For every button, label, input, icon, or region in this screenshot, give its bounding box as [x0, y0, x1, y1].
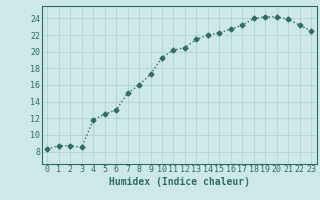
X-axis label: Humidex (Indice chaleur): Humidex (Indice chaleur): [109, 177, 250, 187]
